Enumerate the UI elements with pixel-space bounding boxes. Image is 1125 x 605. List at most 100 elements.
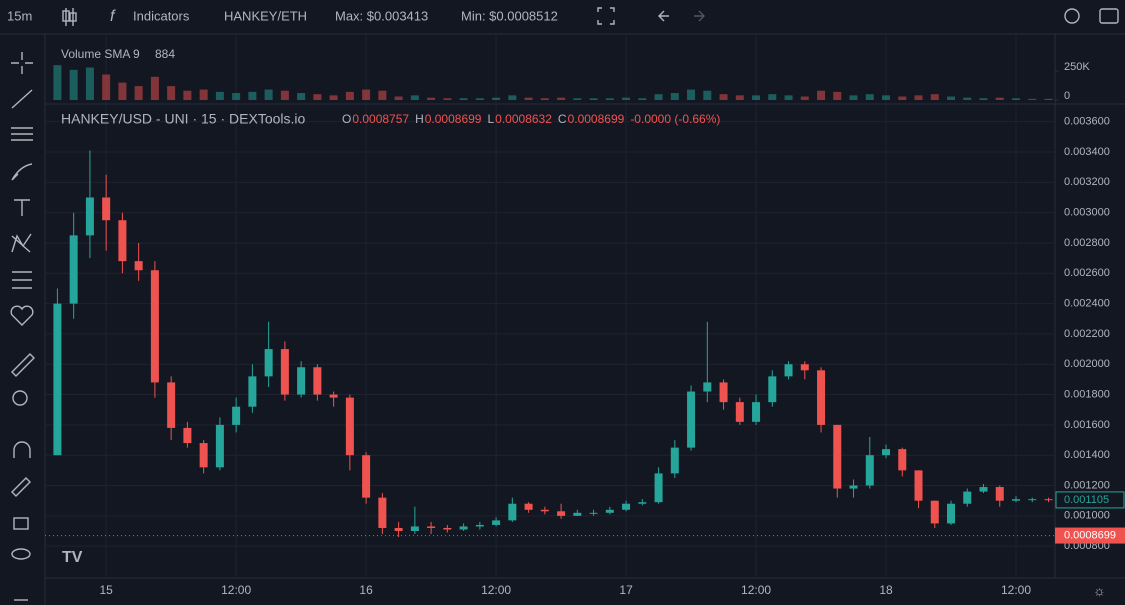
zoom-tool[interactable] xyxy=(12,390,28,406)
hide-tool[interactable] xyxy=(11,548,31,560)
lock-drawing-tool[interactable] xyxy=(11,477,31,497)
volume-bar xyxy=(719,94,728,100)
candle-body xyxy=(102,197,111,221)
volume-bar xyxy=(362,89,371,100)
measure-tool[interactable] xyxy=(11,353,35,377)
candle-body xyxy=(817,370,826,425)
y-tick-label: 0.001800 xyxy=(1064,388,1110,400)
volume-bar xyxy=(995,97,1004,100)
candle-body xyxy=(134,261,143,271)
volume-bar xyxy=(605,98,614,100)
candle-body xyxy=(85,197,94,236)
volume-bar xyxy=(427,97,436,100)
volume-bar xyxy=(53,65,62,100)
x-tick-label: 16 xyxy=(359,583,373,597)
volume-bar xyxy=(443,98,452,100)
x-tick-label: 12:00 xyxy=(741,583,771,597)
candle-body xyxy=(573,512,582,516)
max-label: Max: $0.003413 xyxy=(335,8,428,23)
volume-bar xyxy=(248,91,257,100)
interval-button[interactable]: 15m xyxy=(7,8,32,23)
settings-icon[interactable] xyxy=(1064,8,1080,24)
brush-tool[interactable] xyxy=(11,163,33,181)
candle-body xyxy=(183,427,192,444)
candle-body xyxy=(963,491,972,504)
candle-body xyxy=(427,526,436,528)
candle-body xyxy=(394,527,403,532)
volume-bar xyxy=(297,93,306,100)
ohlc-legend: O 0.0008757 H 0.0008699 L 0.0008632 C 0.0008699… xyxy=(342,112,720,126)
pattern-tool[interactable] xyxy=(11,233,32,253)
volume-bar xyxy=(329,95,338,100)
candle-type-icon[interactable] xyxy=(62,8,77,26)
candle-body xyxy=(297,367,306,395)
marker-price-label: 0.001105 xyxy=(1064,494,1109,506)
ohlc-key: L xyxy=(487,112,494,126)
volume-bar xyxy=(979,98,988,100)
volume-tick-label: 0 xyxy=(1064,90,1070,102)
candle-body xyxy=(280,349,289,395)
candle-body xyxy=(508,503,517,521)
redo-icon[interactable] xyxy=(694,10,705,22)
prediction-tool[interactable] xyxy=(12,271,32,289)
y-tick-label: 0.002600 xyxy=(1064,267,1110,279)
candle-body xyxy=(378,497,387,528)
candle-body xyxy=(670,447,679,474)
candle-body xyxy=(752,402,761,422)
candle-body xyxy=(475,524,484,527)
ohlc-value: 0.0008699 xyxy=(568,112,625,126)
screenshot-icon[interactable] xyxy=(1099,8,1119,24)
candle-body xyxy=(800,364,809,371)
fullscreen-icon[interactable] xyxy=(597,7,615,25)
axis-settings-icon[interactable]: ☼ xyxy=(1093,583,1106,599)
volume-bar xyxy=(199,89,208,100)
candle-body xyxy=(313,367,322,395)
volume-bar xyxy=(817,90,826,100)
candle-body xyxy=(687,391,696,448)
pair-label[interactable]: HANKEY/ETH xyxy=(224,8,307,23)
candle-body xyxy=(605,509,614,513)
lock-tool[interactable] xyxy=(13,517,29,530)
volume-bar xyxy=(768,94,777,100)
candle-body xyxy=(232,406,241,425)
candle-body xyxy=(784,364,793,377)
candle-body xyxy=(410,526,419,532)
fib-tool[interactable] xyxy=(11,127,33,141)
candle-body xyxy=(898,449,907,471)
volume-bar xyxy=(898,96,907,100)
volume-bar xyxy=(784,95,793,100)
volume-bar xyxy=(69,69,78,100)
undo-icon[interactable] xyxy=(658,10,669,22)
candle-body xyxy=(1044,499,1053,501)
candle-body xyxy=(622,503,631,510)
y-tick-label: 0.002400 xyxy=(1064,298,1110,310)
indicators-button[interactable]: Indicators xyxy=(133,8,190,23)
indicators-icon[interactable]: f xyxy=(110,8,116,25)
candle-body xyxy=(362,455,371,498)
last-price-label: 0.0008699 xyxy=(1064,529,1116,541)
min-label: Min: $0.0008512 xyxy=(461,8,558,23)
magnet-tool[interactable] xyxy=(13,441,31,458)
y-tick-label: 0.002200 xyxy=(1064,328,1110,340)
candle-body xyxy=(638,502,647,504)
ohlc-value: 0.0008699 xyxy=(425,112,482,126)
volume-bar xyxy=(800,96,809,100)
favorites-tool[interactable] xyxy=(10,305,34,326)
volume-bar xyxy=(865,94,874,100)
text-tool[interactable] xyxy=(14,199,30,216)
volume-bar xyxy=(524,97,533,100)
volume-bar xyxy=(882,95,891,100)
trendline-tool[interactable] xyxy=(11,89,33,109)
y-tick-label: 0.003200 xyxy=(1064,176,1110,188)
candle-body xyxy=(979,487,988,492)
volume-bar xyxy=(849,95,858,100)
volume-bar xyxy=(589,98,598,100)
candle-body xyxy=(69,235,78,304)
crosshair-tool[interactable] xyxy=(11,52,33,74)
candle-body xyxy=(1028,499,1037,501)
volume-bar xyxy=(914,95,923,100)
chart-title: HANKEY/USD - UNI · 15 · DEXTools.io xyxy=(61,111,305,127)
candle-body xyxy=(329,394,338,398)
candle-body xyxy=(118,220,127,262)
